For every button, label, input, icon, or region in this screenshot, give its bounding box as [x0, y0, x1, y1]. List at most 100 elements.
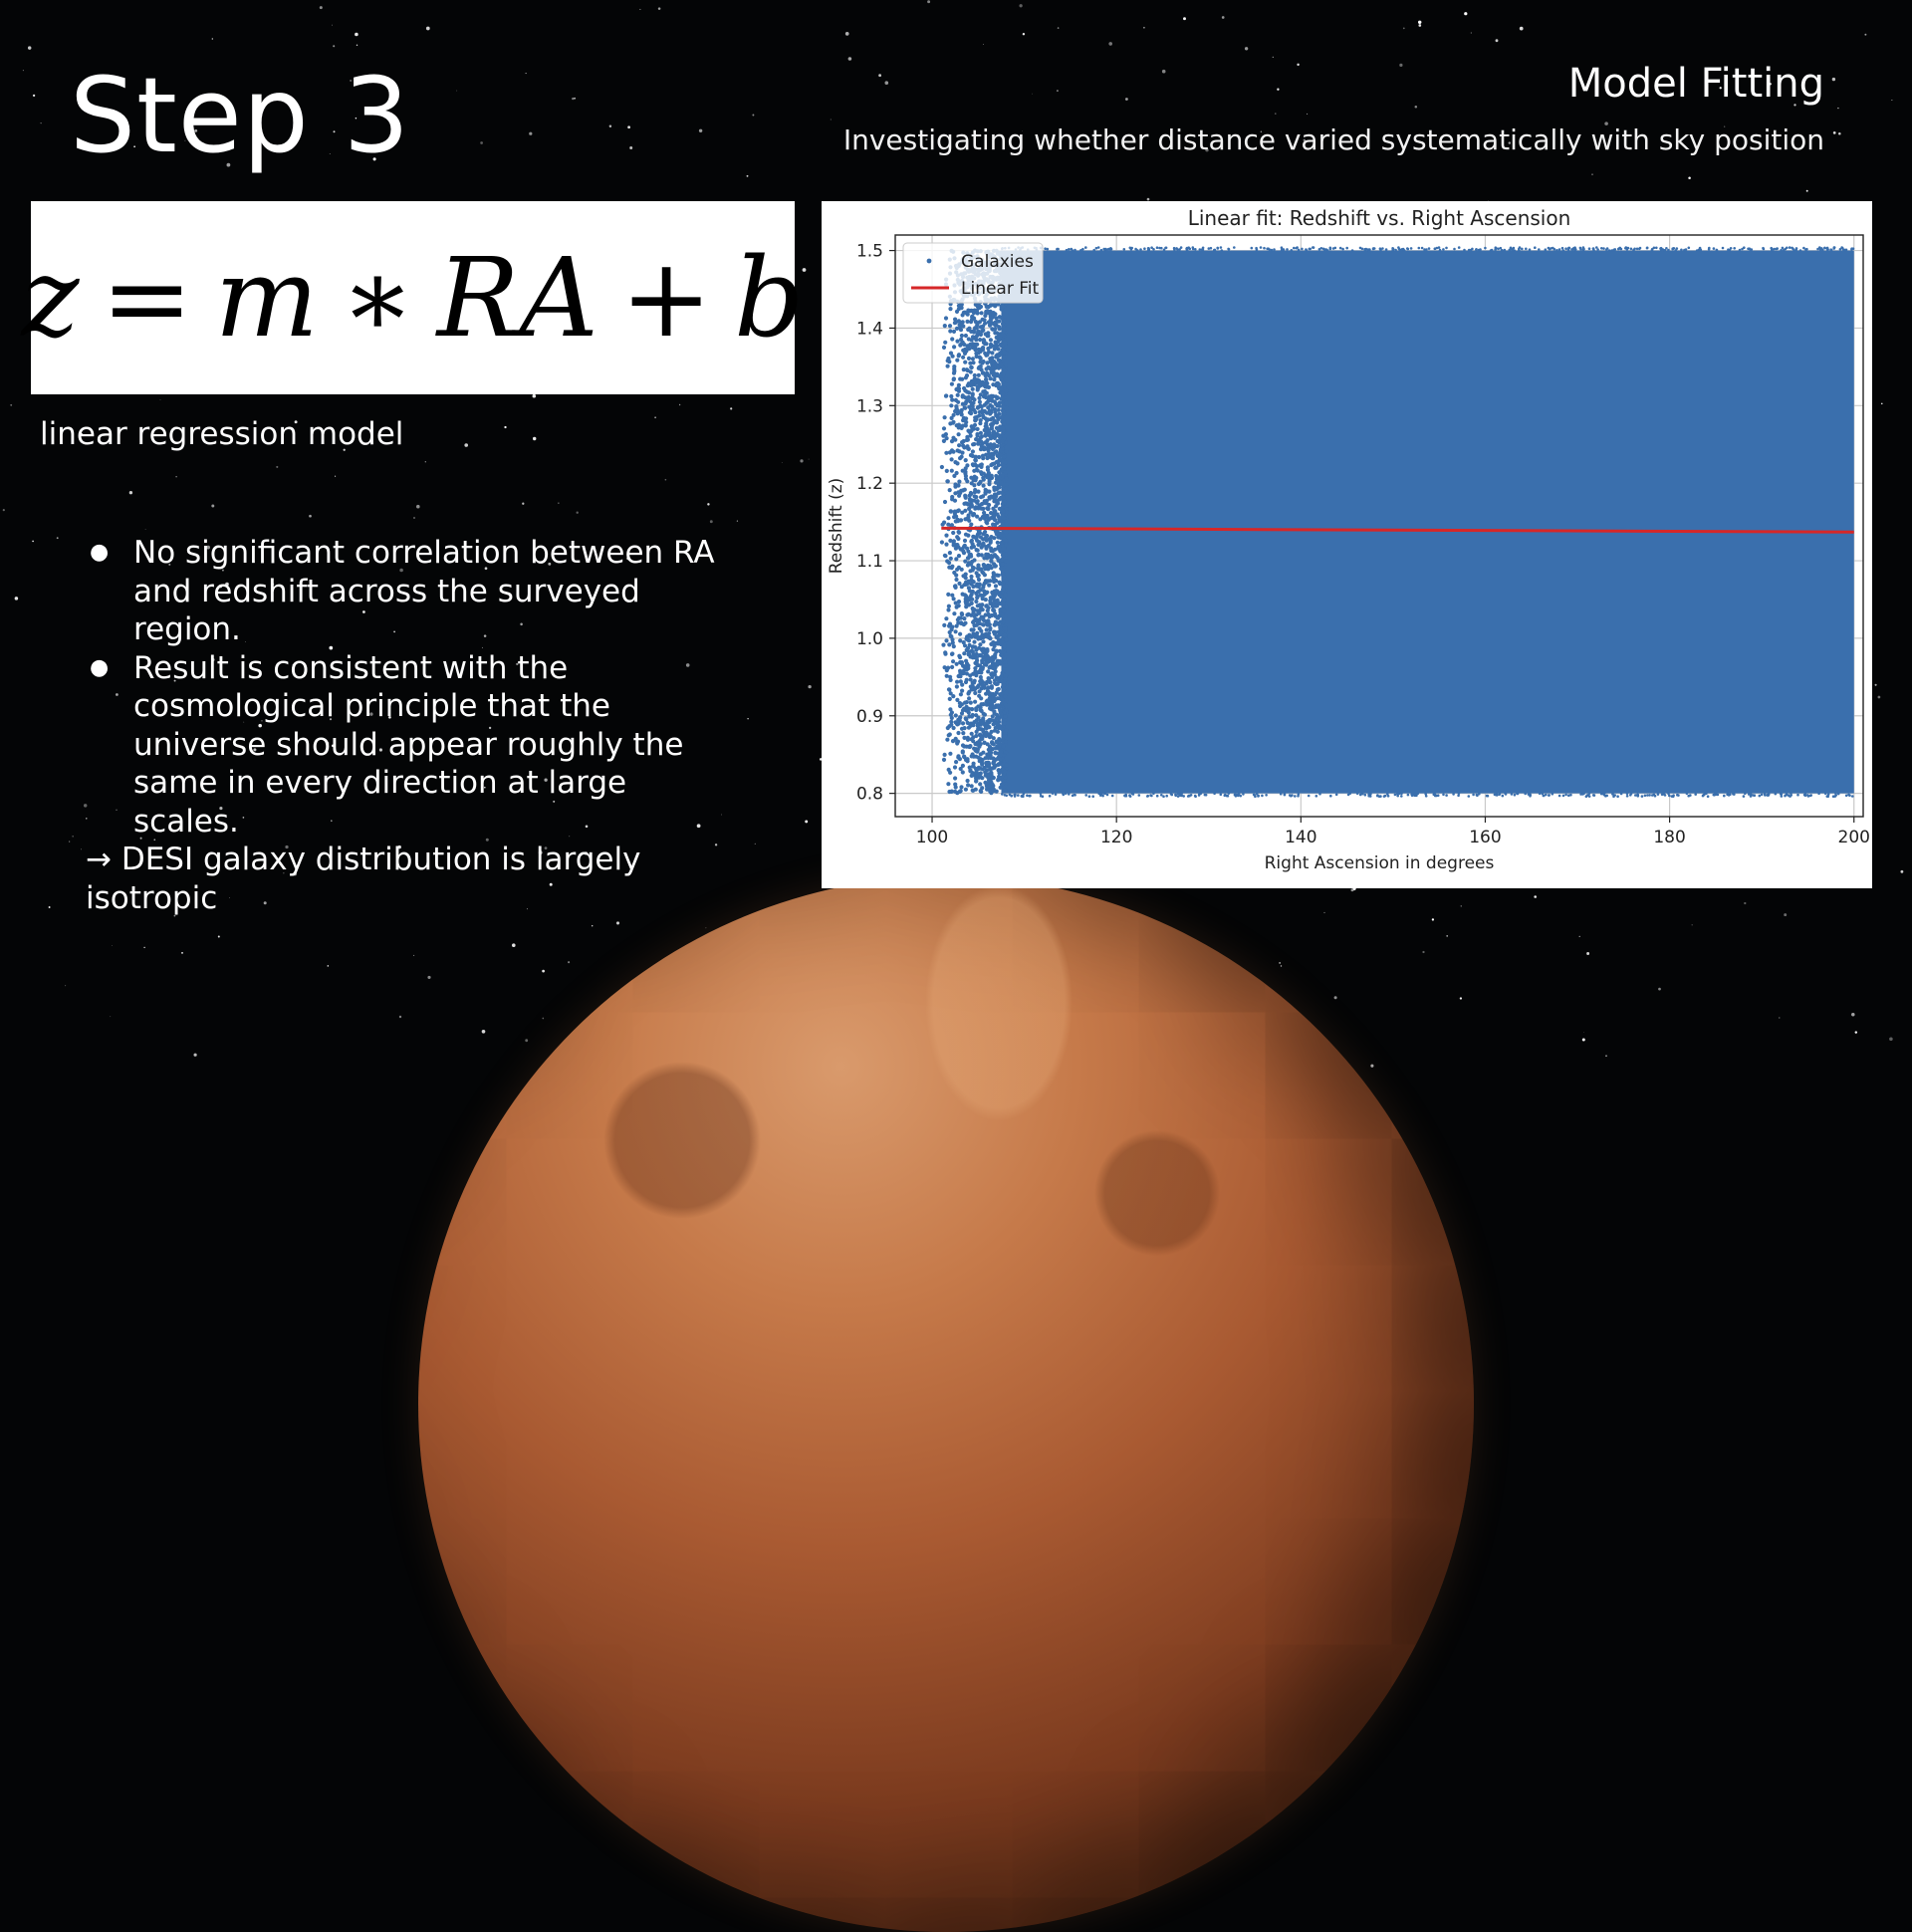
- galaxy-point: [1798, 249, 1802, 252]
- galaxy-point: [996, 768, 1002, 773]
- galaxy-point: [961, 640, 966, 645]
- star: [1874, 683, 1877, 686]
- galaxy-point: [951, 419, 956, 424]
- galaxy-point: [1699, 248, 1703, 252]
- galaxy-point: [1525, 247, 1528, 251]
- star: [1460, 905, 1462, 907]
- galaxy-point: [999, 697, 1005, 702]
- galaxy-point: [1003, 626, 1008, 631]
- galaxy-point: [977, 739, 982, 744]
- star: [32, 94, 36, 98]
- galaxy-point: [1607, 249, 1611, 252]
- star: [1854, 1031, 1858, 1034]
- galaxy-point: [1808, 794, 1812, 798]
- star: [1744, 901, 1747, 905]
- galaxy-point: [942, 520, 947, 525]
- galaxy-point: [960, 423, 965, 428]
- star: [294, 420, 298, 424]
- galaxy-point: [1084, 794, 1087, 797]
- galaxy-point: [1301, 247, 1304, 251]
- galaxy-point: [944, 450, 949, 455]
- galaxy-point: [978, 447, 984, 452]
- galaxy-point: [969, 364, 974, 370]
- galaxy-point: [1317, 248, 1321, 251]
- galaxy-point: [1197, 794, 1201, 797]
- galaxy-point: [969, 475, 974, 480]
- galaxy-point: [988, 311, 993, 316]
- galaxy-point: [1345, 246, 1348, 250]
- galaxy-point: [993, 320, 998, 325]
- star: [884, 81, 889, 85]
- galaxy-point: [987, 583, 992, 588]
- galaxy-point: [1599, 792, 1603, 796]
- galaxy-point: [959, 785, 964, 790]
- galaxy-point: [954, 404, 959, 409]
- galaxy-point: [986, 567, 991, 572]
- galaxy-point: [1105, 793, 1109, 797]
- galaxy-point: [1094, 246, 1098, 250]
- galaxy-point: [1784, 247, 1788, 251]
- galaxy-point: [996, 573, 1001, 578]
- star: [1495, 39, 1499, 43]
- galaxy-point: [960, 440, 965, 445]
- galaxy-point: [1255, 793, 1259, 796]
- galaxy-point: [952, 509, 957, 514]
- galaxy-point: [1472, 793, 1475, 797]
- galaxy-point: [1005, 794, 1008, 798]
- galaxy-point: [1602, 247, 1605, 250]
- galaxy-point: [968, 677, 973, 682]
- galaxy-point: [944, 616, 949, 621]
- galaxy-point: [1648, 794, 1651, 797]
- galaxy-point: [1687, 246, 1691, 250]
- formula-b: b: [734, 234, 805, 362]
- galaxy-point: [986, 676, 991, 681]
- galaxy-point: [962, 445, 967, 450]
- galaxy-point: [956, 536, 961, 542]
- galaxy-point: [946, 767, 951, 773]
- star: [1581, 1038, 1585, 1042]
- galaxy-point: [974, 548, 979, 553]
- star: [413, 517, 415, 519]
- galaxy-point: [974, 326, 979, 331]
- galaxy-point: [981, 646, 986, 651]
- galaxy-point: [960, 688, 965, 693]
- galaxy-point: [1341, 247, 1344, 251]
- galaxy-point: [985, 768, 990, 773]
- galaxy-point: [939, 464, 944, 470]
- galaxy-point: [999, 652, 1004, 657]
- galaxy-point: [992, 399, 997, 404]
- galaxy-point: [1191, 247, 1195, 251]
- galaxy-point: [997, 737, 1002, 742]
- galaxy-point: [1485, 794, 1489, 798]
- galaxy-point: [949, 566, 954, 571]
- galaxy-point: [947, 732, 952, 737]
- galaxy-point: [997, 592, 1002, 598]
- star: [350, 80, 352, 82]
- galaxy-point: [984, 421, 989, 426]
- galaxy-point: [1675, 247, 1679, 250]
- galaxy-point: [1286, 248, 1289, 251]
- y-tick-label: 1.4: [856, 319, 883, 339]
- galaxy-point: [948, 538, 953, 543]
- star: [1022, 129, 1024, 131]
- finding-bullet: Result is consistent with the cosmologic…: [86, 649, 723, 842]
- star: [1891, 100, 1893, 102]
- galaxy-point: [996, 777, 1001, 782]
- galaxy-point: [1668, 794, 1671, 798]
- galaxy-point: [1194, 248, 1197, 251]
- galaxy-point: [984, 489, 990, 494]
- galaxy-point: [993, 564, 998, 569]
- galaxy-point: [983, 780, 988, 785]
- galaxy-point: [971, 633, 976, 638]
- galaxy-point: [978, 642, 983, 647]
- galaxy-point: [960, 510, 965, 515]
- galaxy-point: [955, 722, 960, 727]
- galaxy-point: [959, 611, 964, 616]
- galaxy-point: [944, 393, 949, 398]
- star: [355, 32, 358, 37]
- y-tick-label: 1.1: [856, 552, 883, 572]
- galaxy-point: [986, 507, 991, 512]
- galaxy-point: [979, 553, 984, 558]
- galaxy-point: [948, 556, 953, 561]
- star: [1272, 56, 1274, 59]
